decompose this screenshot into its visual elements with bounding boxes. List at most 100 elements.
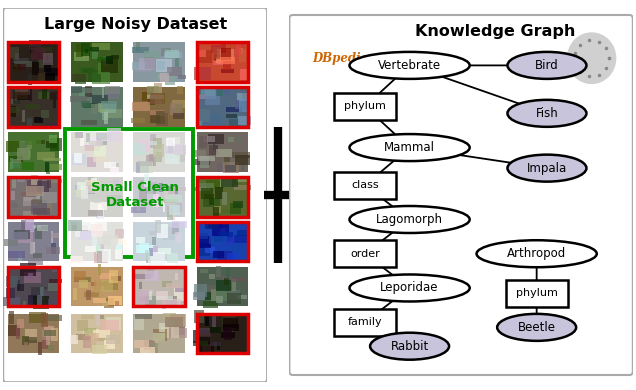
FancyBboxPatch shape bbox=[233, 185, 239, 189]
FancyBboxPatch shape bbox=[144, 51, 160, 58]
FancyBboxPatch shape bbox=[114, 249, 122, 259]
FancyBboxPatch shape bbox=[156, 111, 165, 124]
FancyBboxPatch shape bbox=[81, 315, 93, 319]
FancyBboxPatch shape bbox=[93, 156, 107, 161]
FancyBboxPatch shape bbox=[49, 278, 62, 283]
FancyBboxPatch shape bbox=[10, 158, 13, 169]
FancyBboxPatch shape bbox=[36, 140, 45, 144]
FancyBboxPatch shape bbox=[134, 317, 144, 330]
FancyBboxPatch shape bbox=[38, 59, 45, 67]
FancyBboxPatch shape bbox=[43, 289, 46, 297]
FancyBboxPatch shape bbox=[46, 141, 57, 148]
FancyBboxPatch shape bbox=[227, 326, 230, 335]
FancyBboxPatch shape bbox=[50, 231, 53, 243]
FancyBboxPatch shape bbox=[149, 248, 153, 256]
FancyBboxPatch shape bbox=[216, 266, 221, 277]
FancyBboxPatch shape bbox=[167, 254, 178, 264]
FancyBboxPatch shape bbox=[228, 290, 240, 300]
Ellipse shape bbox=[508, 154, 586, 182]
FancyBboxPatch shape bbox=[132, 102, 150, 111]
FancyBboxPatch shape bbox=[196, 328, 211, 336]
FancyBboxPatch shape bbox=[17, 64, 25, 70]
Text: Arthropod: Arthropod bbox=[507, 247, 566, 260]
FancyBboxPatch shape bbox=[155, 220, 161, 232]
FancyBboxPatch shape bbox=[109, 270, 118, 284]
FancyBboxPatch shape bbox=[167, 137, 180, 148]
FancyBboxPatch shape bbox=[164, 322, 169, 331]
FancyBboxPatch shape bbox=[209, 198, 214, 205]
FancyBboxPatch shape bbox=[212, 315, 216, 327]
FancyBboxPatch shape bbox=[238, 48, 244, 54]
FancyBboxPatch shape bbox=[33, 208, 50, 215]
FancyBboxPatch shape bbox=[238, 100, 247, 111]
FancyBboxPatch shape bbox=[15, 53, 19, 60]
Ellipse shape bbox=[508, 100, 586, 127]
FancyBboxPatch shape bbox=[18, 253, 22, 261]
FancyBboxPatch shape bbox=[193, 330, 210, 344]
FancyBboxPatch shape bbox=[226, 268, 230, 279]
FancyBboxPatch shape bbox=[199, 136, 207, 148]
FancyBboxPatch shape bbox=[176, 232, 182, 243]
FancyBboxPatch shape bbox=[86, 290, 91, 300]
FancyBboxPatch shape bbox=[170, 320, 175, 325]
FancyBboxPatch shape bbox=[156, 296, 173, 300]
FancyBboxPatch shape bbox=[153, 187, 156, 196]
FancyBboxPatch shape bbox=[162, 326, 169, 337]
FancyBboxPatch shape bbox=[237, 93, 247, 101]
FancyBboxPatch shape bbox=[31, 242, 34, 254]
FancyBboxPatch shape bbox=[144, 340, 155, 351]
FancyBboxPatch shape bbox=[168, 186, 178, 194]
FancyBboxPatch shape bbox=[101, 101, 116, 109]
FancyBboxPatch shape bbox=[42, 88, 46, 99]
FancyBboxPatch shape bbox=[74, 153, 82, 163]
FancyBboxPatch shape bbox=[16, 326, 20, 339]
FancyBboxPatch shape bbox=[169, 205, 180, 215]
Text: Fish: Fish bbox=[536, 107, 558, 120]
FancyBboxPatch shape bbox=[214, 207, 219, 216]
FancyBboxPatch shape bbox=[22, 162, 34, 170]
FancyBboxPatch shape bbox=[79, 67, 95, 73]
FancyBboxPatch shape bbox=[106, 92, 118, 99]
FancyBboxPatch shape bbox=[228, 137, 234, 142]
FancyBboxPatch shape bbox=[139, 190, 148, 202]
FancyBboxPatch shape bbox=[52, 179, 62, 183]
Text: Vertebrate: Vertebrate bbox=[378, 59, 441, 72]
FancyBboxPatch shape bbox=[170, 208, 175, 220]
FancyBboxPatch shape bbox=[156, 291, 168, 299]
FancyBboxPatch shape bbox=[66, 129, 193, 257]
FancyBboxPatch shape bbox=[193, 292, 205, 300]
FancyBboxPatch shape bbox=[142, 289, 155, 294]
FancyBboxPatch shape bbox=[43, 53, 53, 65]
FancyBboxPatch shape bbox=[162, 281, 172, 287]
FancyBboxPatch shape bbox=[80, 138, 85, 146]
FancyBboxPatch shape bbox=[104, 162, 116, 168]
FancyBboxPatch shape bbox=[176, 55, 179, 67]
FancyBboxPatch shape bbox=[209, 236, 227, 244]
FancyBboxPatch shape bbox=[210, 179, 218, 191]
FancyBboxPatch shape bbox=[116, 243, 122, 250]
FancyBboxPatch shape bbox=[138, 140, 149, 152]
FancyBboxPatch shape bbox=[91, 282, 106, 286]
FancyBboxPatch shape bbox=[34, 117, 43, 124]
FancyBboxPatch shape bbox=[12, 163, 20, 168]
FancyBboxPatch shape bbox=[289, 15, 633, 375]
Text: order: order bbox=[350, 249, 380, 259]
FancyBboxPatch shape bbox=[35, 52, 48, 60]
FancyBboxPatch shape bbox=[222, 314, 236, 324]
FancyBboxPatch shape bbox=[32, 62, 39, 75]
Ellipse shape bbox=[476, 240, 597, 267]
FancyBboxPatch shape bbox=[11, 288, 15, 298]
FancyBboxPatch shape bbox=[85, 86, 92, 97]
FancyBboxPatch shape bbox=[194, 67, 211, 80]
FancyBboxPatch shape bbox=[49, 135, 57, 143]
FancyBboxPatch shape bbox=[144, 57, 155, 69]
FancyBboxPatch shape bbox=[223, 61, 231, 70]
FancyBboxPatch shape bbox=[17, 319, 24, 328]
FancyBboxPatch shape bbox=[6, 288, 15, 298]
Ellipse shape bbox=[350, 52, 469, 79]
FancyBboxPatch shape bbox=[198, 156, 216, 161]
FancyBboxPatch shape bbox=[153, 138, 162, 149]
Ellipse shape bbox=[350, 206, 469, 233]
FancyBboxPatch shape bbox=[171, 187, 186, 191]
FancyBboxPatch shape bbox=[150, 110, 165, 116]
